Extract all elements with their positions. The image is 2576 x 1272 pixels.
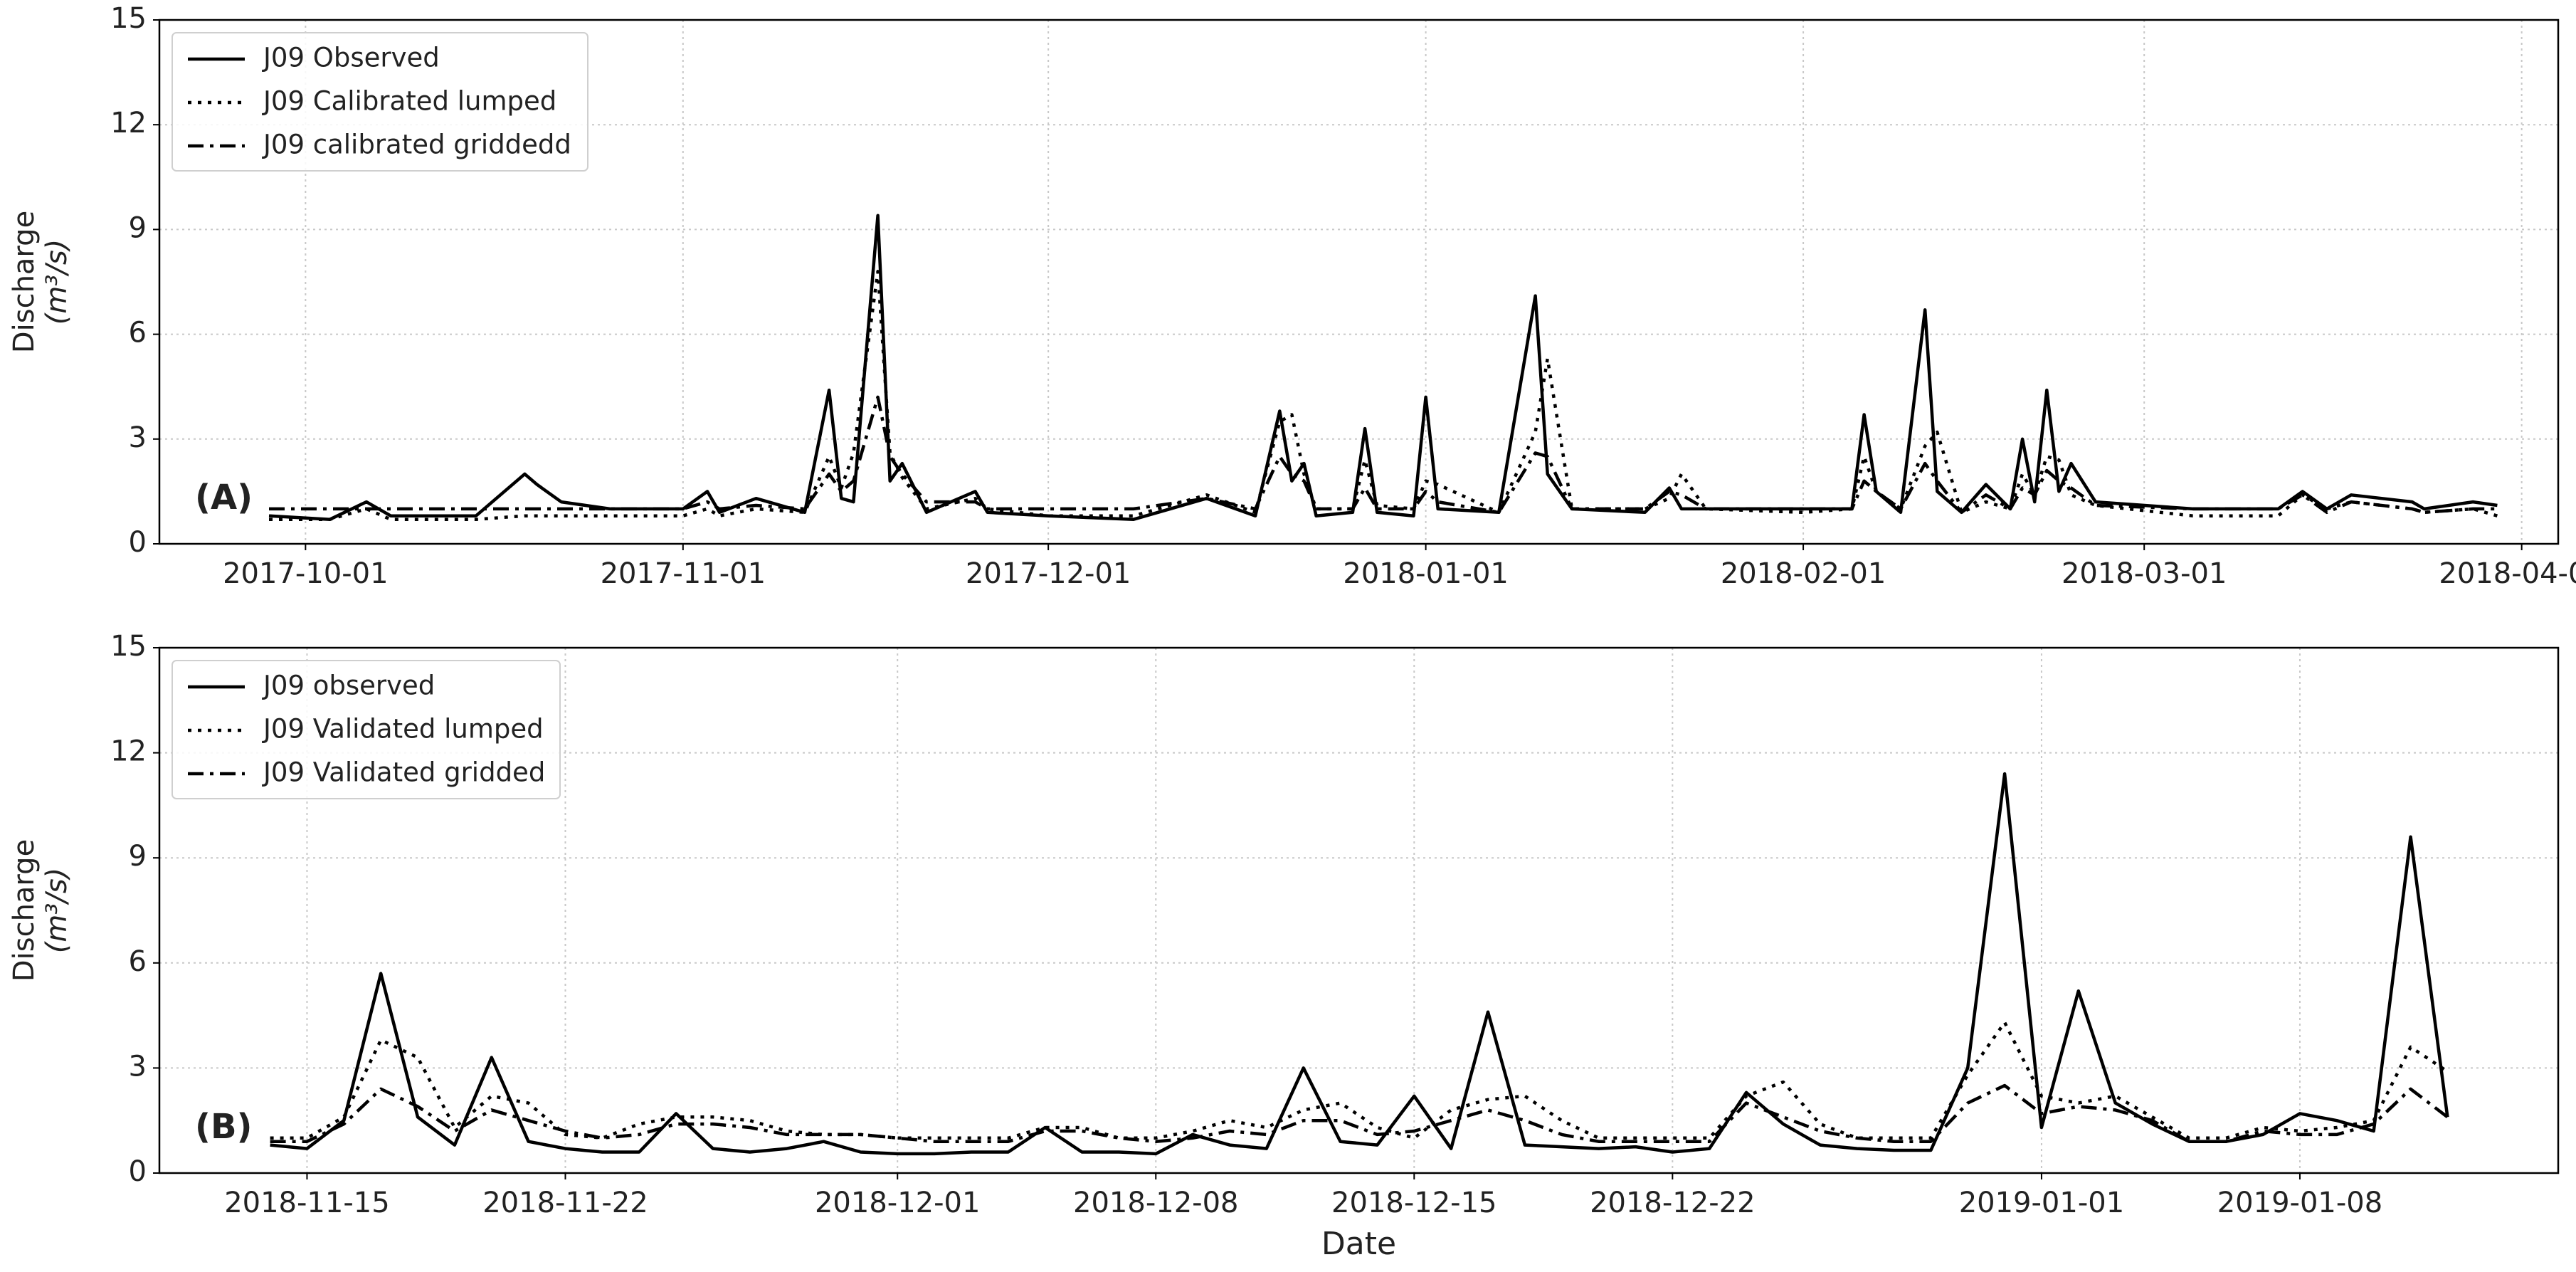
legend-box xyxy=(171,32,588,172)
x-tick-label: 2018-02-01 xyxy=(1721,557,1886,590)
x-tick-label: 2018-12-22 xyxy=(1590,1187,1755,1219)
x-tick-label: 2019-01-01 xyxy=(1959,1187,2124,1219)
y-tick-label: 6 xyxy=(129,945,147,978)
x-tick-label: 2017-11-01 xyxy=(601,557,766,590)
x-tick-label: 2018-11-15 xyxy=(224,1187,389,1219)
x-tick-label: 2017-12-01 xyxy=(966,557,1131,590)
data-line xyxy=(270,772,2449,1156)
legend-label: J09 Validated gridded xyxy=(262,757,545,788)
panel-label: (A) xyxy=(195,478,253,517)
data-line xyxy=(268,214,2498,521)
legend-box xyxy=(171,660,561,799)
data-line xyxy=(269,270,2498,521)
x-tick-label: 2018-01-01 xyxy=(1343,557,1508,590)
plot-frame xyxy=(158,19,2560,545)
y-tick-label: 15 xyxy=(110,2,147,35)
plot-frame xyxy=(158,646,2560,1174)
legend: J09 Observed J09 Calibrated lumped J09 cal… xyxy=(171,32,588,172)
legend: J09 observed J09 Validated lumped J09 Vali… xyxy=(171,660,561,799)
x-tick-label: 2018-03-01 xyxy=(2062,557,2227,590)
data-line xyxy=(270,1021,2449,1140)
y-tick-label: 12 xyxy=(110,735,147,768)
y-tick-label: 15 xyxy=(110,630,147,663)
y-tick-label: 3 xyxy=(129,1050,147,1083)
x-tick-label: 2018-12-15 xyxy=(1331,1187,1496,1219)
y-axis-label: Discharge xyxy=(8,211,41,353)
legend-label: J09 observed xyxy=(262,671,435,701)
y-tick-label: 9 xyxy=(129,840,147,873)
x-tick-label: 2018-11-22 xyxy=(482,1187,648,1219)
legend-label: J09 calibrated griddedd xyxy=(262,130,571,160)
y-axis-label: (m³/s) xyxy=(41,868,73,954)
y-axis-label: (m³/s) xyxy=(41,239,73,325)
x-axis-label: Date xyxy=(1321,1226,1396,1262)
legend-label: J09 Observed xyxy=(262,43,440,73)
y-tick-label: 3 xyxy=(129,421,147,454)
legend-label: J09 Validated lumped xyxy=(262,714,544,745)
y-tick-label: 6 xyxy=(129,317,147,349)
x-tick-label: 2018-12-01 xyxy=(815,1187,980,1219)
y-tick-label: 0 xyxy=(129,526,147,559)
data-line xyxy=(270,1083,2449,1143)
y-tick-label: 9 xyxy=(129,211,147,244)
x-tick-label: 2018-12-08 xyxy=(1073,1187,1238,1219)
x-tick-label: 2018-04-01 xyxy=(2439,557,2576,590)
data-line xyxy=(269,395,2498,515)
legend-label: J09 Calibrated lumped xyxy=(262,86,556,117)
y-tick-label: 12 xyxy=(110,107,147,140)
x-tick-label: 2019-01-08 xyxy=(2217,1187,2382,1219)
y-tick-label: 0 xyxy=(129,1155,147,1188)
y-axis-label: Discharge xyxy=(8,839,41,982)
x-tick-label: 2017-10-01 xyxy=(223,557,388,590)
panel-label: (B) xyxy=(195,1107,252,1147)
